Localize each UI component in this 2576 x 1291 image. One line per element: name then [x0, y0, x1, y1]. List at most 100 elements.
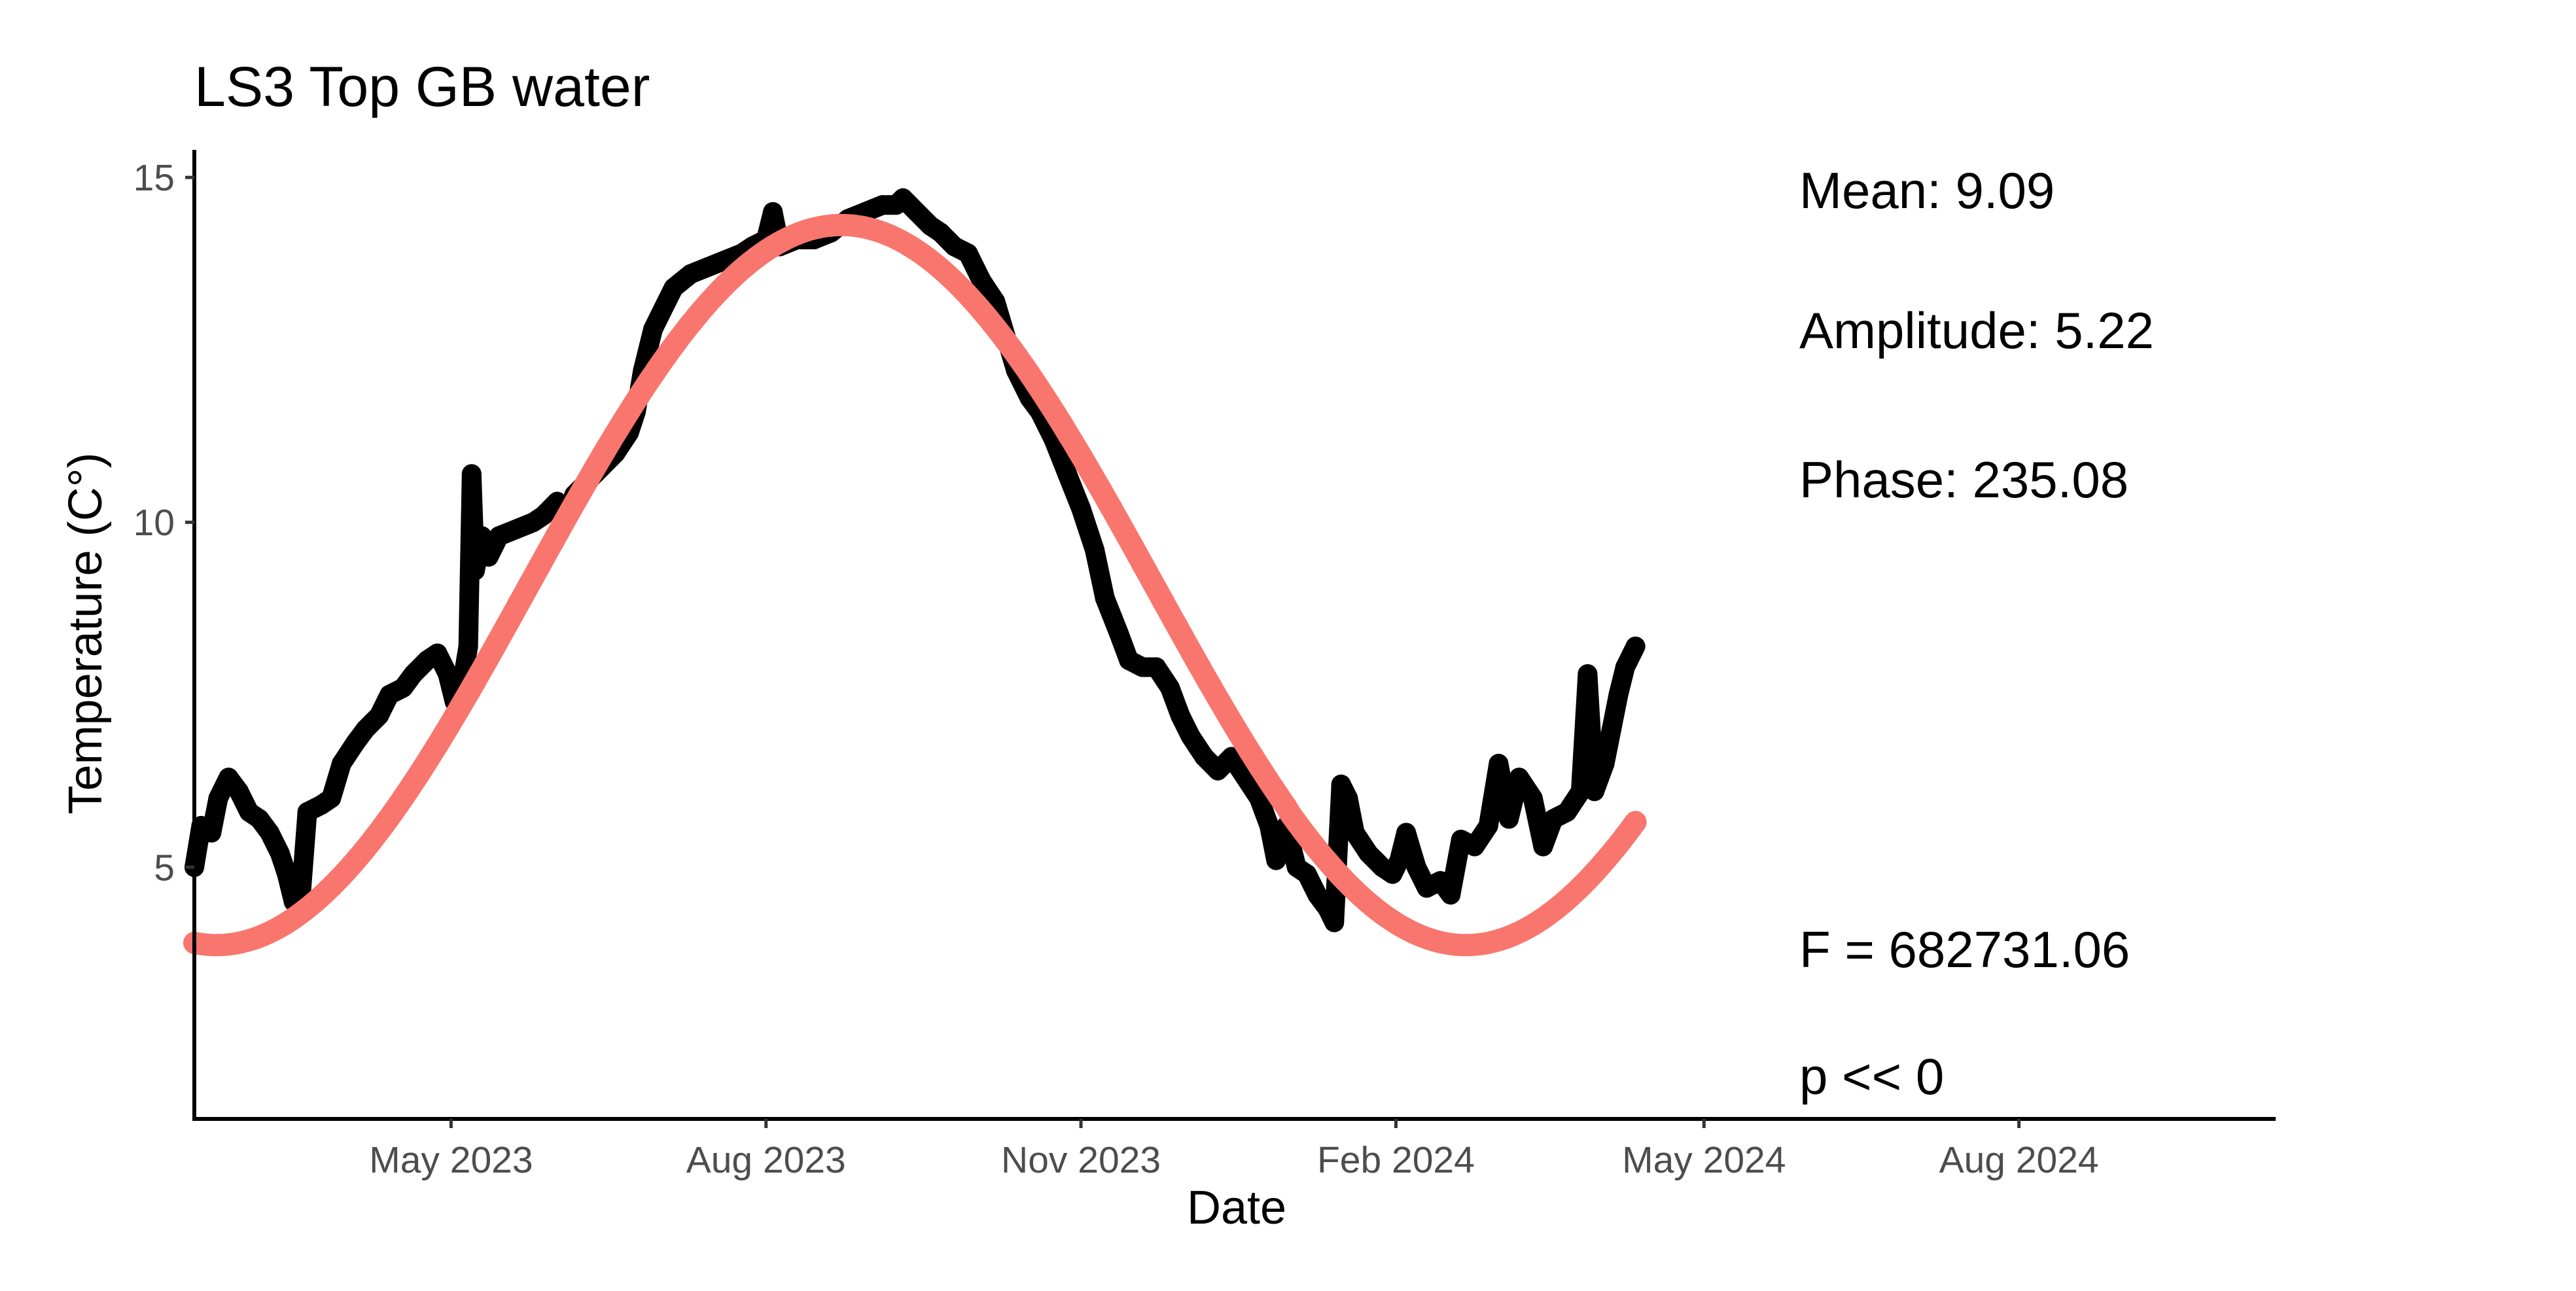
observed-point [506, 519, 526, 539]
observed-point [219, 768, 239, 788]
observed-point [872, 195, 892, 215]
observed-point [1222, 747, 1242, 767]
observed-point [369, 705, 389, 726]
observed-point [1180, 726, 1201, 746]
observed-point [1324, 912, 1345, 932]
x-tick-label: May 2023 [369, 1139, 533, 1181]
observed-point [472, 526, 492, 546]
observed-point [1584, 781, 1604, 802]
observed-point [1338, 788, 1358, 808]
annotation-phase: Phase: 235.08 [1799, 451, 2128, 508]
observed-point [427, 643, 448, 663]
x-axis-title: Date [1187, 1182, 1286, 1234]
observed-point [1085, 540, 1104, 560]
y-tick-label: 5 [154, 847, 175, 889]
observed-point [355, 719, 376, 739]
observed-point [202, 822, 222, 843]
observed-point [1441, 885, 1461, 905]
observed-point [650, 306, 670, 325]
observed-point [465, 561, 485, 580]
observed-point [1396, 822, 1417, 843]
x-tick-label: Nov 2023 [1001, 1139, 1161, 1181]
fitted-sine-curve [183, 213, 1647, 957]
observed-point [393, 678, 414, 698]
observed-point [1595, 754, 1615, 774]
observed-point [1133, 657, 1153, 677]
observed-point [1146, 657, 1167, 677]
observed-point [1570, 781, 1591, 802]
observed-point [208, 788, 228, 808]
observed-point [1345, 822, 1365, 843]
observed-point [1615, 657, 1635, 677]
observed-point [438, 664, 458, 684]
observed-point [458, 636, 478, 656]
observed-point [1057, 464, 1078, 484]
observed-point [1095, 588, 1115, 609]
observed-point [1297, 864, 1317, 884]
observed-point [1259, 816, 1279, 836]
observed-point [1160, 678, 1180, 698]
annotation-p-value: p << 0 [1799, 1048, 1944, 1105]
observed-point [478, 546, 499, 567]
x-axis-ticks: May 2023 Aug 2023 Nov 2023 Feb 2024 May 2024… [369, 1119, 2099, 1181]
observed-point [972, 271, 992, 291]
observed-point [489, 526, 509, 546]
observed-point [1602, 719, 1621, 739]
observed-point [1489, 754, 1509, 774]
observed-point [1625, 636, 1646, 656]
y-axis-title: Temperature (C°) [60, 453, 112, 815]
observed-point [906, 202, 926, 222]
observed-point [1578, 664, 1598, 684]
annotation-f-statistic: F = 682731.06 [1799, 921, 2130, 978]
observed-point [1430, 871, 1451, 891]
observed-point [680, 264, 701, 284]
observed-point [1389, 850, 1409, 870]
observed-point [1464, 836, 1485, 857]
observed-point [1194, 747, 1214, 767]
observed-point [403, 664, 423, 684]
observed-point [270, 843, 290, 864]
observed-point [1266, 850, 1286, 870]
observed-point [958, 243, 978, 264]
observed-point [1358, 843, 1379, 864]
observed-point [663, 277, 684, 298]
observed-point [1478, 816, 1498, 836]
observed-point [1170, 705, 1190, 726]
observed-point [260, 822, 280, 843]
observed-point [893, 188, 913, 208]
observed-point [1499, 809, 1519, 829]
observed-point [1608, 684, 1629, 705]
observed-point [1523, 788, 1543, 808]
observed-point [1208, 760, 1228, 781]
y-tick-label: 15 [133, 157, 175, 199]
observed-point [1307, 885, 1328, 905]
observed-point [461, 464, 482, 484]
observed-point [1533, 836, 1553, 857]
observed-point [277, 864, 297, 884]
observed-point [332, 754, 351, 774]
x-tick-label: Feb 2024 [1317, 1139, 1475, 1181]
y-axis-ticks: 5 10 15 [133, 157, 194, 889]
observed-point [533, 505, 554, 525]
observed-point [1557, 802, 1577, 822]
observed-point [930, 222, 951, 243]
observed-point [763, 202, 783, 222]
x-tick-label: May 2024 [1622, 1139, 1786, 1181]
x-tick-label: Aug 2023 [686, 1139, 846, 1181]
observed-point [1071, 499, 1091, 519]
y-tick-label: 10 [133, 502, 175, 544]
annotation-mean: Mean: 9.09 [1799, 162, 2055, 219]
observed-point [249, 809, 270, 829]
observed-point [1406, 857, 1426, 877]
chart-title: LS3 Top GB water [194, 56, 650, 118]
annotation-amplitude: Amplitude: 5.22 [1799, 302, 2154, 359]
observed-point [345, 733, 365, 753]
observed-point [321, 788, 342, 808]
series-layer [183, 188, 1647, 957]
observed-point [697, 257, 718, 277]
x-tick-label: Aug 2024 [1939, 1139, 2099, 1181]
observed-point [1509, 768, 1529, 788]
